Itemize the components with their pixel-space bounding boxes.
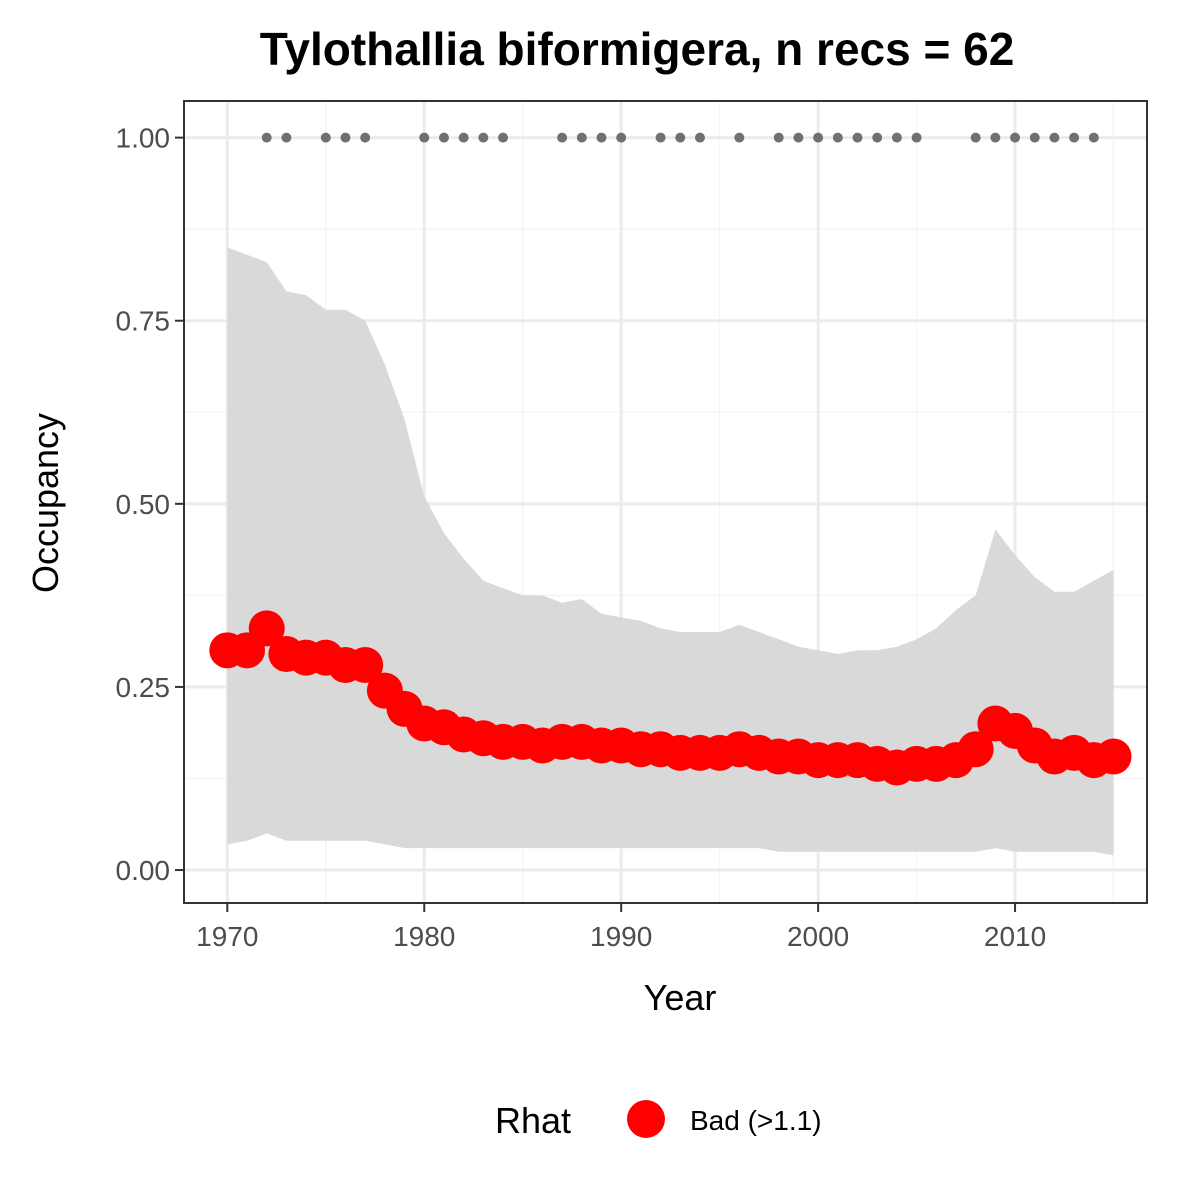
x-tick-label: 1990	[590, 921, 652, 952]
legend: Rhat Bad (>1.1)	[495, 1100, 822, 1141]
record-dot	[675, 132, 686, 143]
occupancy-series	[209, 610, 1132, 786]
record-dot	[655, 132, 666, 143]
chart-title: Tylothallia biformigera, n recs = 62	[260, 23, 1015, 75]
y-tick-label: 0.75	[116, 306, 171, 337]
record-dot	[1069, 132, 1080, 143]
record-dot	[281, 132, 292, 143]
record-dot	[911, 132, 922, 143]
record-dot	[360, 132, 371, 143]
record-dot	[970, 132, 981, 143]
record-dot	[891, 132, 902, 143]
record-dot	[1010, 132, 1021, 143]
series-point	[957, 731, 994, 768]
ribbon-area	[227, 247, 1114, 856]
y-tick-label: 0.25	[116, 672, 171, 703]
record-dot	[320, 132, 331, 143]
y-tick-label: 0.00	[116, 855, 171, 886]
record-dot	[340, 132, 351, 143]
record-dot	[438, 132, 449, 143]
record-dot	[852, 132, 863, 143]
record-dot	[813, 132, 824, 143]
panel-border	[183, 100, 1148, 904]
record-dot	[498, 132, 509, 143]
series-point	[1095, 738, 1132, 775]
record-dot	[773, 132, 784, 143]
credible-interval-ribbon	[227, 247, 1114, 856]
record-dot	[419, 132, 430, 143]
record-dot	[478, 132, 489, 143]
y-axis-title: Occupancy	[25, 413, 66, 593]
record-dot	[458, 132, 469, 143]
record-dot	[793, 132, 804, 143]
y-tick-label: 0.50	[116, 489, 171, 520]
record-dot	[872, 132, 883, 143]
record-dot	[832, 132, 843, 143]
record-dot	[261, 132, 272, 143]
legend-label-bad: Bad (>1.1)	[690, 1105, 822, 1136]
x-tick-label: 1980	[393, 921, 455, 952]
legend-title: Rhat	[495, 1100, 571, 1141]
x-tick-label: 1970	[196, 921, 258, 952]
y-tick-label: 1.00	[116, 123, 171, 154]
record-dot	[694, 132, 705, 143]
x-tick-label: 2000	[787, 921, 849, 952]
record-dot	[616, 132, 627, 143]
record-dot	[1088, 132, 1099, 143]
axes: 0.00 0.25 0.50 0.75 1.00 1970 1980 1990 2000 2010	[116, 123, 1047, 952]
record-dot	[596, 132, 607, 143]
series-point	[248, 610, 285, 647]
record-dot	[990, 132, 1001, 143]
record-dot	[557, 132, 568, 143]
record-dot	[576, 132, 587, 143]
record-dots	[261, 132, 1099, 143]
x-tick-label: 2010	[984, 921, 1046, 952]
x-axis-title: Year	[644, 977, 717, 1018]
record-dot	[1049, 132, 1060, 143]
record-dot	[734, 132, 745, 143]
record-dot	[1029, 132, 1040, 143]
series-point	[347, 646, 384, 683]
legend-key-bad	[627, 1100, 665, 1138]
